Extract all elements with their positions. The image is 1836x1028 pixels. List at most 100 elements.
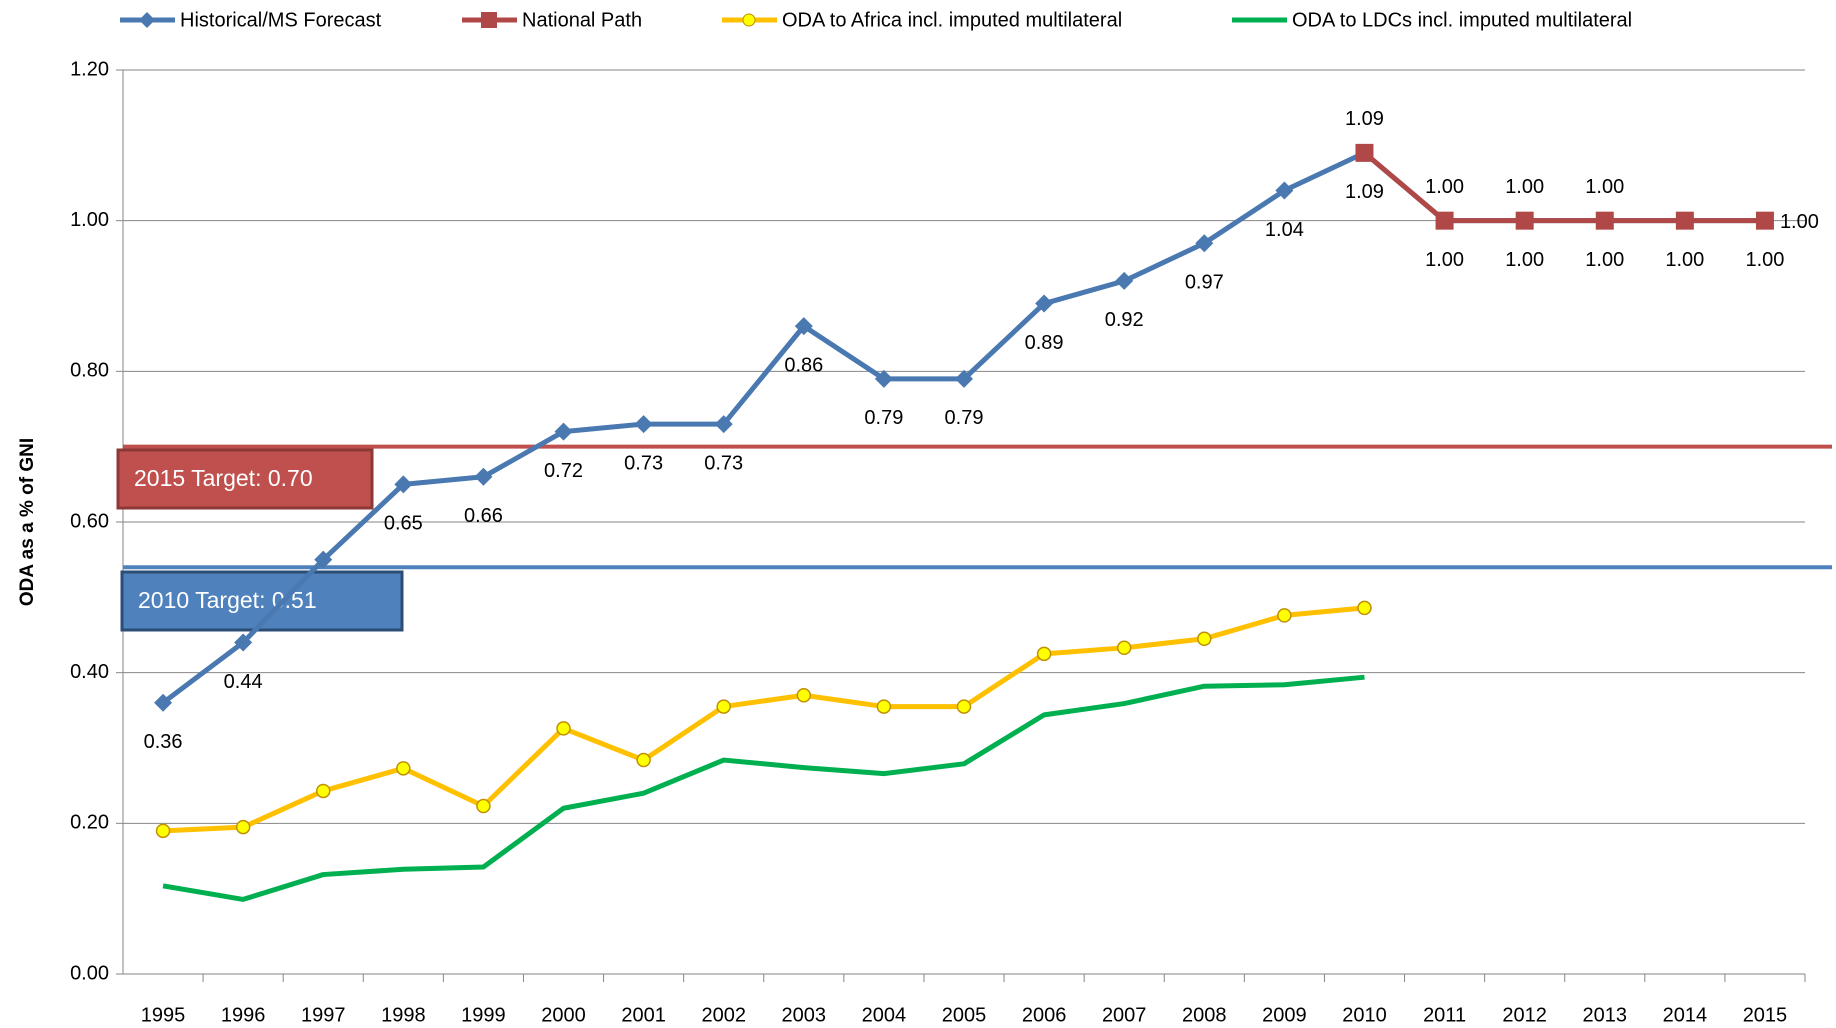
data-label: 0.79: [945, 407, 984, 429]
legend-marker: [742, 13, 756, 27]
x-tick-label: 2009: [1262, 1004, 1307, 1026]
x-tick-label: 1995: [141, 1004, 186, 1026]
point: [636, 752, 651, 768]
y-tick-label: 0.80: [70, 360, 109, 382]
point: [955, 369, 973, 388]
point: [235, 819, 251, 835]
legend-label: Historical/MS Forecast: [180, 9, 382, 31]
x-tick-label: 2003: [782, 1004, 827, 1026]
point: [1755, 211, 1774, 230]
x-tick-label: 2005: [942, 1004, 987, 1026]
data-label: 1.09: [1345, 181, 1384, 203]
point: [1277, 608, 1292, 623]
legend-marker: [139, 12, 155, 28]
x-tick-label: 2013: [1583, 1004, 1628, 1026]
x-tick-label: 2012: [1502, 1004, 1547, 1026]
point: [154, 693, 173, 712]
y-tick-label: 1.00: [70, 209, 109, 231]
point: [556, 721, 571, 736]
data-label: 1.00: [1780, 211, 1819, 233]
point: [476, 798, 491, 814]
legend-label: National Path: [522, 9, 642, 31]
x-tick-label: 2008: [1182, 1004, 1227, 1026]
point: [956, 699, 972, 714]
point: [796, 688, 812, 703]
data-label: 0.79: [864, 407, 903, 429]
x-tick-label: 2004: [862, 1004, 907, 1026]
point: [155, 823, 171, 839]
point: [396, 761, 411, 776]
point: [794, 317, 813, 336]
data-label: 0.66: [464, 505, 503, 527]
x-tick-label: 2015: [1743, 1004, 1788, 1026]
x-tick-label: 2006: [1022, 1004, 1067, 1026]
point: [474, 467, 493, 486]
point: [716, 699, 731, 714]
point: [1355, 143, 1374, 162]
x-tick-label: 2000: [541, 1004, 586, 1026]
x-tick-label: 1999: [461, 1004, 506, 1026]
x-tick-label: 1997: [301, 1004, 346, 1026]
data-label: 0.97: [1185, 272, 1224, 294]
data-label: 0.92: [1105, 309, 1144, 331]
x-tick-label: 2002: [701, 1004, 746, 1026]
series-line: [1362, 150, 1765, 224]
data-label: 1.00: [1505, 249, 1544, 271]
data-label: 1.00: [1665, 249, 1704, 271]
data-label: 1.00: [1425, 249, 1464, 271]
x-tick-label: 2001: [621, 1004, 666, 1026]
target-box: [120, 570, 404, 632]
data-label: 0.73: [704, 452, 743, 474]
target-label: 2015 Target: 0.70: [134, 465, 313, 491]
point: [1515, 211, 1534, 230]
y-tick-label: 0.20: [70, 812, 109, 834]
point: [234, 633, 253, 652]
data-label: 1.04: [1265, 219, 1304, 241]
point: [1035, 294, 1054, 313]
y-tick-label: 0.40: [70, 661, 109, 683]
data-label: 1.09: [1345, 108, 1384, 130]
data-label: 1.00: [1745, 249, 1784, 271]
point: [1435, 211, 1454, 230]
point: [554, 422, 573, 441]
data-label: 1.00: [1585, 249, 1624, 271]
point: [1357, 600, 1372, 616]
point: [394, 475, 413, 494]
y-tick-label: 0.00: [70, 962, 109, 984]
series-line: [162, 674, 1365, 902]
data-label: 1.00: [1425, 176, 1464, 198]
point: [634, 415, 653, 434]
point: [1275, 181, 1294, 200]
data-label: 1.00: [1505, 176, 1544, 198]
legend-marker: [481, 12, 497, 28]
data-label: 0.65: [384, 513, 423, 535]
point: [874, 369, 893, 388]
x-tick-label: 2011: [1423, 1004, 1466, 1026]
point: [314, 550, 333, 569]
y-axis-label: ODA as a % of GNI: [17, 438, 38, 606]
point: [1036, 646, 1052, 662]
data-label: 0.44: [224, 671, 263, 693]
data-label: 0.72: [544, 460, 583, 482]
target-box: [116, 448, 374, 510]
point: [1115, 271, 1134, 290]
y-tick-label: 0.60: [70, 510, 109, 532]
x-tick-label: 1996: [221, 1004, 266, 1026]
point: [1116, 640, 1132, 656]
x-tick-label: 2007: [1102, 1004, 1147, 1026]
point: [876, 699, 892, 714]
series-line: [162, 605, 1365, 834]
point: [714, 415, 733, 434]
data-label: 0.86: [784, 354, 823, 376]
point: [1195, 234, 1214, 253]
x-tick-label: 2010: [1342, 1004, 1387, 1026]
point: [1595, 211, 1614, 230]
data-label: 0.89: [1025, 332, 1064, 354]
data-label: 0.73: [624, 452, 663, 474]
legend-label: ODA to LDCs incl. imputed multilateral: [1292, 9, 1632, 31]
point: [1197, 631, 1212, 647]
point: [315, 783, 331, 799]
y-tick-label: 1.20: [70, 58, 109, 80]
point: [1675, 211, 1694, 230]
